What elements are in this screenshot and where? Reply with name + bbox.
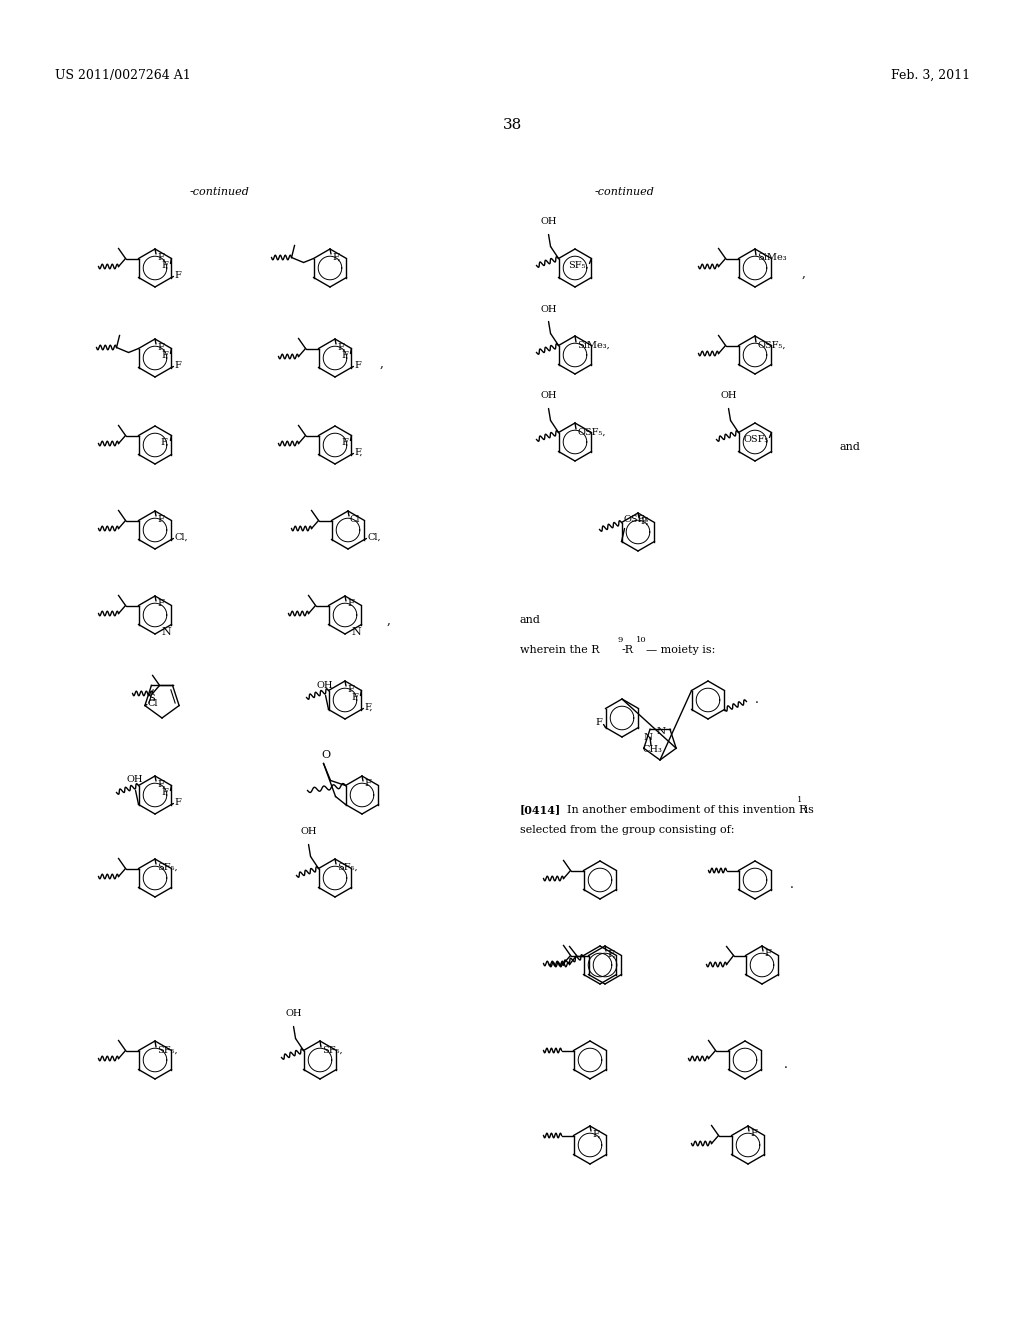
Text: F,: F, [157, 342, 166, 351]
Text: OH: OH [541, 305, 557, 314]
Text: F: F [596, 718, 602, 727]
Text: -R: -R [622, 645, 634, 655]
Text: OH: OH [720, 392, 737, 400]
Text: wherein the R: wherein the R [520, 645, 599, 655]
Text: F,: F, [354, 447, 362, 457]
Text: OSF₅,: OSF₅, [577, 428, 605, 437]
Text: OH: OH [286, 1010, 302, 1019]
Text: Cl,: Cl, [174, 533, 188, 543]
Text: Feb. 3, 2011: Feb. 3, 2011 [891, 69, 970, 82]
Text: SF₅,: SF₅, [568, 261, 589, 271]
Text: OSF₅: OSF₅ [624, 515, 649, 524]
Text: F: F [157, 515, 164, 524]
Text: -continued: -continued [595, 187, 655, 197]
Text: SF₅,: SF₅, [157, 862, 177, 871]
Text: F: F [351, 693, 358, 702]
Text: OH: OH [126, 776, 142, 784]
Text: SF₅,: SF₅, [157, 1045, 177, 1055]
Text: OH: OH [300, 828, 316, 837]
Text: F,: F, [337, 342, 345, 351]
Text: .: . [783, 1059, 787, 1072]
Text: F: F [354, 360, 361, 370]
Text: N: N [351, 627, 360, 638]
Text: selected from the group consisting of:: selected from the group consisting of: [520, 825, 734, 836]
Text: F: F [347, 599, 354, 609]
Text: F,: F, [607, 949, 615, 958]
Text: OSF₅,: OSF₅, [757, 341, 785, 350]
Text: .: . [755, 693, 759, 706]
Text: O: O [321, 751, 330, 760]
Text: and: and [520, 615, 541, 624]
Text: 10: 10 [636, 636, 646, 644]
Text: [0414]: [0414] [520, 804, 561, 816]
Text: OH: OH [316, 681, 333, 689]
Text: F: F [162, 261, 169, 271]
Text: F: F [174, 360, 181, 370]
Text: .: . [790, 879, 794, 891]
Text: S: S [148, 694, 155, 704]
Text: F,: F, [640, 516, 648, 525]
Text: F: F [162, 788, 169, 797]
Text: Cl,: Cl, [368, 533, 381, 543]
Text: N: N [161, 627, 171, 638]
Text: N: N [643, 733, 652, 742]
Text: is: is [801, 805, 814, 814]
Text: F: F [174, 799, 181, 807]
Text: 9: 9 [618, 636, 624, 644]
Text: F: F [342, 351, 348, 360]
Text: OH: OH [541, 218, 557, 227]
Text: F: F [364, 780, 371, 788]
Text: SiMe₃,: SiMe₃, [577, 341, 609, 350]
Text: F,: F, [592, 1130, 600, 1138]
Text: F: F [174, 271, 181, 280]
Text: CH₃: CH₃ [642, 744, 662, 754]
Text: F: F [764, 949, 771, 958]
Text: 1: 1 [797, 796, 803, 804]
Text: -continued: -continued [190, 187, 250, 197]
Text: — moiety is:: — moiety is: [646, 645, 716, 655]
Text: OH: OH [541, 392, 557, 400]
Text: F: F [157, 599, 164, 609]
Text: In another embodiment of this invention R: In another embodiment of this invention … [560, 805, 807, 814]
Text: F,: F, [157, 780, 166, 788]
Text: US 2011/0027264 A1: US 2011/0027264 A1 [55, 69, 190, 82]
Text: Cl: Cl [147, 700, 159, 708]
Text: N: N [656, 727, 666, 735]
Text: 38: 38 [503, 117, 521, 132]
Text: SiMe₃: SiMe₃ [757, 253, 786, 263]
Text: F: F [162, 351, 169, 360]
Text: F,: F, [332, 252, 341, 261]
Text: SF₅,: SF₅, [337, 862, 357, 871]
Text: and: and [840, 442, 861, 451]
Text: F,: F, [160, 438, 169, 447]
Text: F: F [750, 1130, 757, 1138]
Text: F: F [342, 438, 348, 447]
Text: ,: , [380, 356, 383, 370]
Text: SF₅,: SF₅, [322, 1045, 343, 1055]
Text: ,: , [386, 614, 390, 627]
Text: ,: , [802, 267, 805, 280]
Text: OSF₅: OSF₅ [743, 436, 768, 444]
Text: Cl: Cl [350, 515, 360, 524]
Text: F,: F, [365, 704, 373, 711]
Text: F,: F, [157, 252, 166, 261]
Text: F: F [347, 685, 354, 693]
